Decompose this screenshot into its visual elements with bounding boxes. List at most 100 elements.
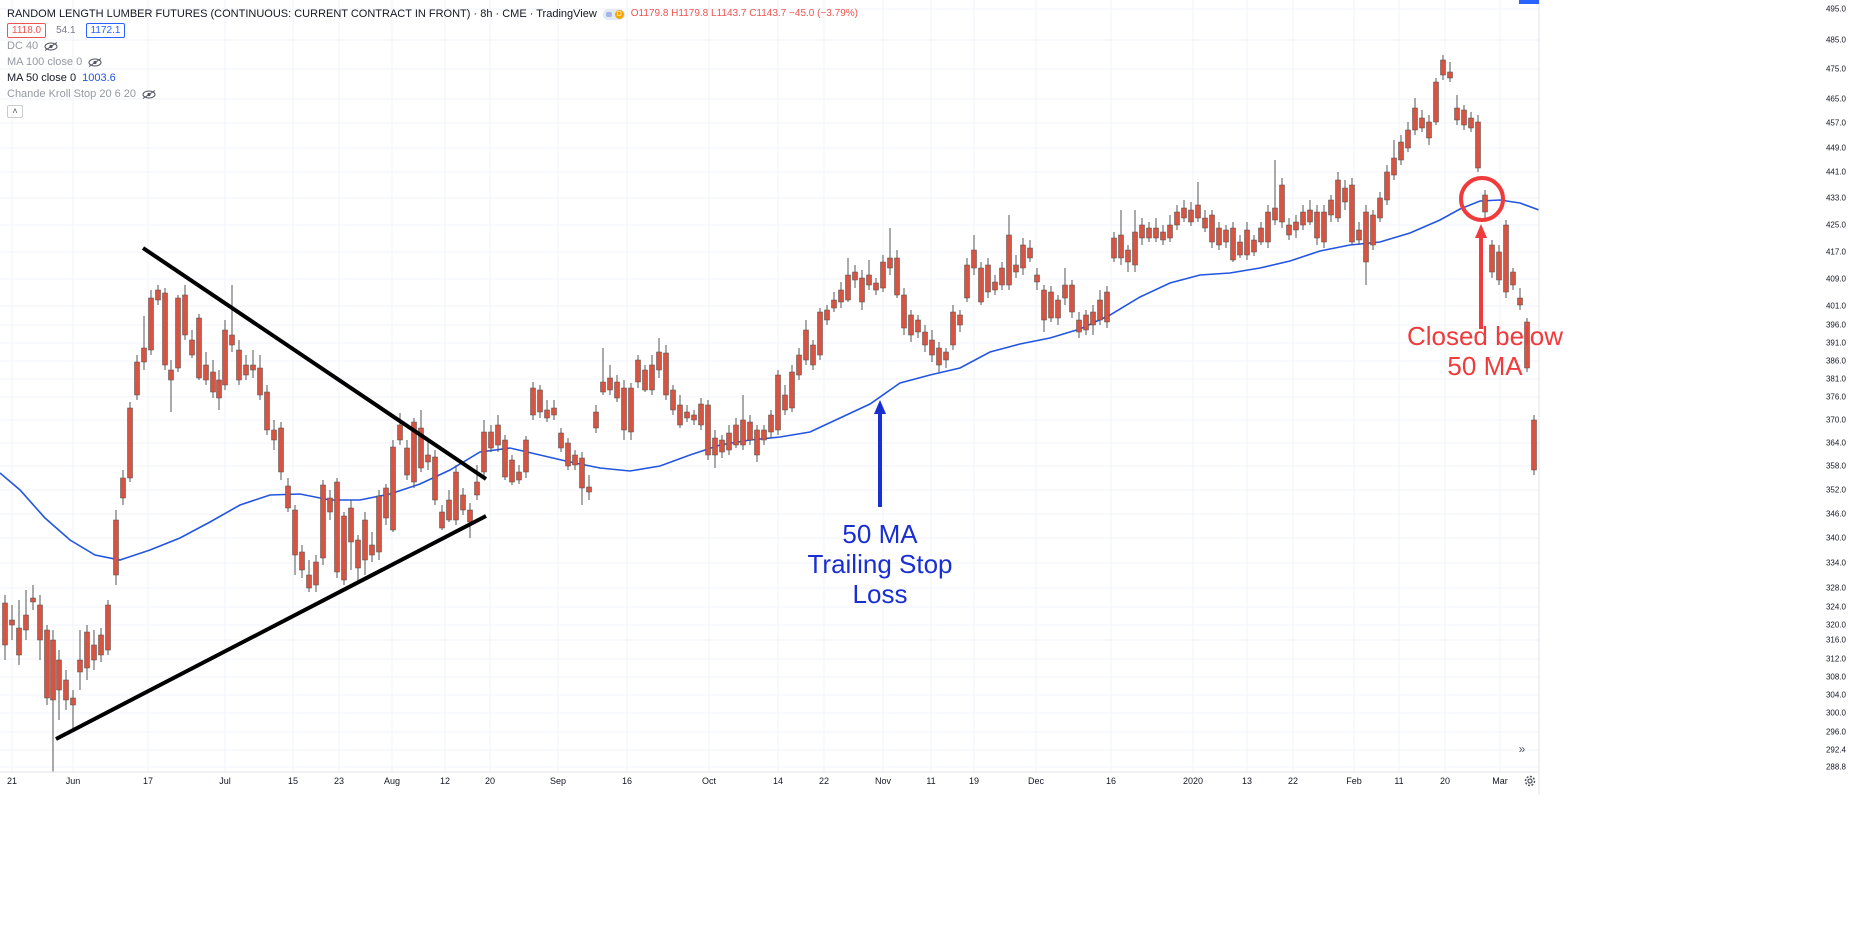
chevron-up-icon[interactable]: ˄ [7, 105, 23, 118]
candle [432, 450, 438, 505]
candle [243, 355, 249, 380]
price-tick-label: 304.0 [1825, 690, 1846, 700]
candle [1433, 78, 1439, 125]
time-tick-label: 11 [926, 776, 936, 786]
candle [565, 438, 571, 470]
candle [810, 340, 816, 370]
candle [789, 365, 795, 412]
candle [189, 330, 195, 358]
chevron-double-right-icon[interactable]: » [1518, 742, 1526, 756]
candle [383, 484, 389, 525]
candle [726, 425, 732, 455]
legend-quote-row: 1118.0 54.1 1172.1 [7, 22, 858, 38]
candle [30, 585, 36, 610]
market-status-icon[interactable]: D [602, 8, 625, 20]
candle [362, 512, 368, 575]
candle [544, 400, 550, 422]
candle [852, 265, 858, 288]
symbol-title[interactable]: RANDOM LENGTH LUMBER FUTURES (CONTINUOUS… [7, 8, 597, 20]
price-tick-label: 425.0 [1825, 220, 1846, 230]
candle [264, 385, 270, 435]
candle [1307, 200, 1313, 225]
time-tick-label: 22 [1287, 776, 1299, 786]
candle [1181, 200, 1187, 222]
candle [915, 315, 921, 338]
candle [796, 348, 802, 380]
candle [1293, 215, 1299, 238]
candle [1195, 182, 1201, 222]
spread-value: 54.1 [56, 24, 76, 36]
candle [1286, 218, 1292, 240]
eye-icon[interactable] [88, 57, 102, 67]
ask-badge[interactable]: 1172.1 [85, 22, 126, 38]
drawings-layer[interactable] [55, 176, 1505, 741]
candle [1405, 122, 1411, 152]
eye-icon[interactable] [44, 41, 58, 51]
price-tick-label: 352.0 [1825, 485, 1846, 495]
candle [1111, 232, 1117, 262]
indicator-chande-kroll[interactable]: Chande Kroll Stop 20 6 20 [7, 86, 858, 102]
candle [1132, 210, 1138, 272]
upper-trendline[interactable] [141, 246, 488, 481]
candle [1125, 245, 1131, 272]
indicator-label: Chande Kroll Stop 20 6 20 [7, 88, 137, 100]
candle [1440, 55, 1446, 80]
candle [1314, 205, 1320, 245]
candle [1209, 210, 1215, 248]
candle [1118, 210, 1124, 265]
candle [831, 292, 837, 312]
annotation-line: Loss [852, 579, 908, 609]
candle [1069, 280, 1075, 318]
candle [196, 314, 202, 380]
candle [509, 455, 515, 485]
grid [0, 0, 1539, 772]
candle [957, 310, 963, 332]
candle [1230, 222, 1236, 262]
price-tick-label: 288.8 [1825, 762, 1846, 772]
candle [502, 435, 508, 480]
candle [600, 348, 606, 395]
time-tick-label: 12 [439, 776, 451, 786]
lower-trendline[interactable] [55, 514, 487, 741]
time-tick-label: Mar [1492, 776, 1508, 786]
eye-icon[interactable] [142, 89, 156, 99]
candle [887, 228, 893, 275]
candle [16, 600, 22, 665]
candle [292, 505, 298, 575]
candle [1363, 205, 1369, 285]
candle [56, 650, 62, 720]
time-tick-label: Dec [1027, 776, 1045, 786]
candle [607, 365, 613, 395]
candle [1062, 268, 1068, 305]
candle [1468, 112, 1474, 132]
candle [1034, 268, 1040, 290]
candle [1020, 238, 1026, 275]
time-axis[interactable]: 21 Jun 17 Jul 15 23 Aug 12 20 Sep 16 Oct 14 22 Nov 11 19… [0, 772, 1849, 796]
indicator-ma50[interactable]: MA 50 close 0 1003.6 [7, 70, 858, 86]
candles-layer [2, 55, 1537, 772]
time-tick-label: Jul [219, 776, 231, 786]
axis-borders [0, 0, 1540, 795]
time-tick-label: Oct [701, 776, 717, 786]
indicator-dc[interactable]: DC 40 [7, 38, 858, 54]
candle [105, 600, 111, 655]
time-tick-label: 13 [1241, 776, 1253, 786]
candle [134, 355, 140, 400]
candle [155, 285, 161, 305]
time-tick-label: 16 [621, 776, 633, 786]
time-tick-label: Nov [874, 776, 892, 786]
candle [1426, 115, 1432, 145]
price-tick-label: 457.0 [1825, 118, 1846, 128]
candle [677, 395, 683, 428]
candle [425, 440, 431, 470]
candle [922, 325, 928, 352]
gear-icon[interactable] [1523, 774, 1537, 788]
price-axis[interactable]: 495.0 485.0 475.0 465.0 457.0 449.0 441.0 433.0… [1809, 0, 1849, 772]
indicator-ma100[interactable]: MA 100 close 0 [7, 54, 858, 70]
bid-badge[interactable]: 1118.0 [7, 22, 47, 38]
price-tick-label: 300.0 [1825, 708, 1846, 718]
candle [1153, 218, 1159, 242]
time-tick-label: 21 [6, 776, 18, 786]
candle [663, 345, 669, 400]
